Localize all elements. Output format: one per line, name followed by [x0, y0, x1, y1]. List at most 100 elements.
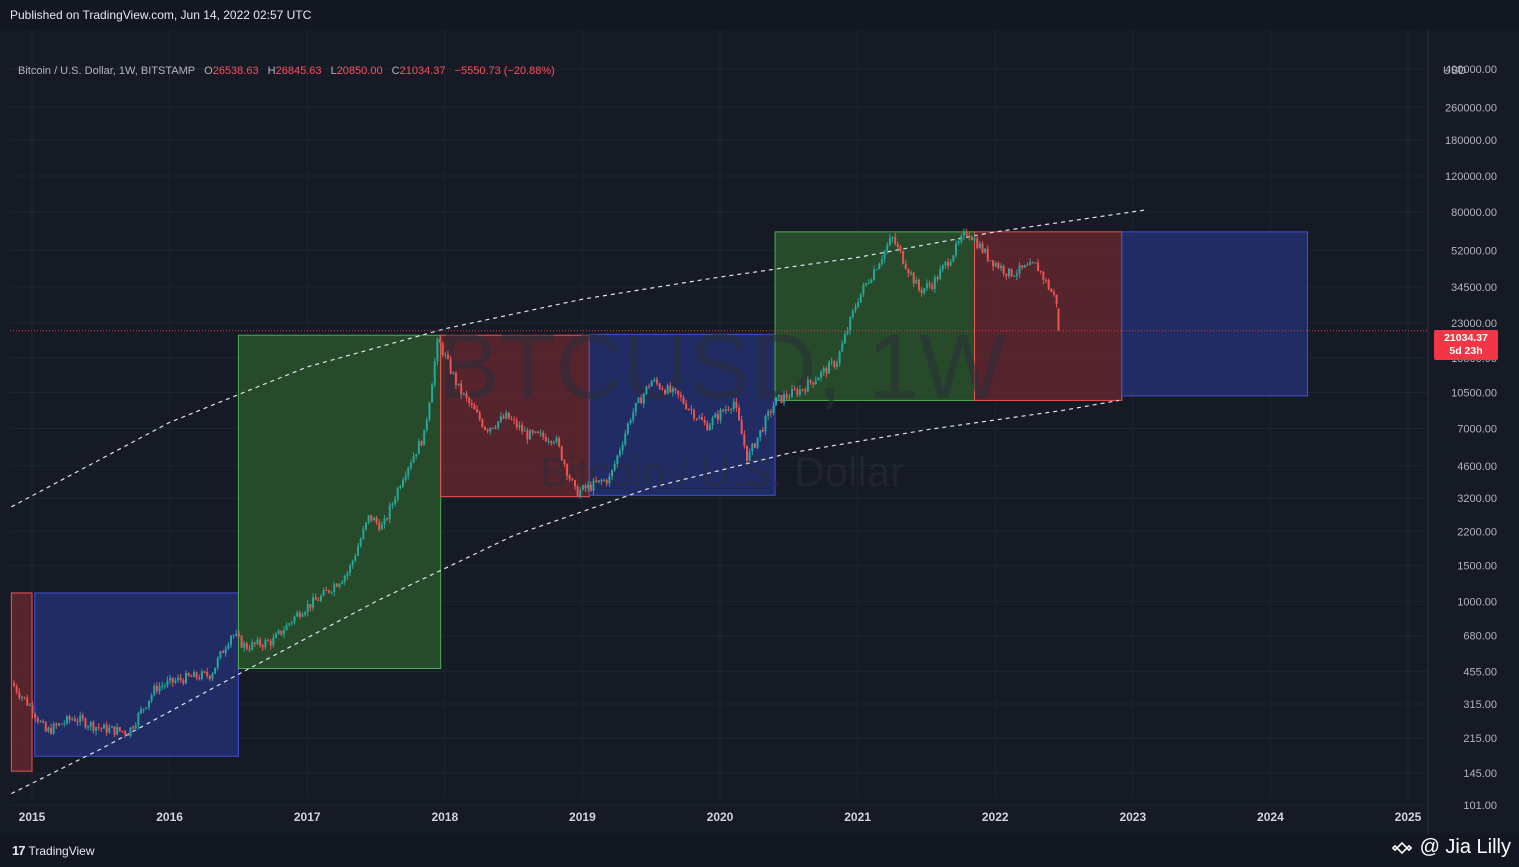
- candle-body: [865, 283, 868, 286]
- candle-body: [338, 583, 341, 587]
- candle-body: [124, 731, 127, 735]
- x-tick-label: 2021: [844, 810, 871, 824]
- candle-body: [883, 250, 886, 259]
- candle-body: [656, 379, 659, 384]
- candle-body: [166, 680, 169, 686]
- candle-body: [60, 723, 63, 725]
- candle-body: [28, 705, 31, 707]
- candle-body: [896, 244, 899, 247]
- candle-body: [597, 480, 600, 483]
- candle-body: [888, 237, 891, 246]
- y-tick-label: 315.00: [1463, 699, 1497, 711]
- currency-label[interactable]: USD: [1443, 65, 1467, 77]
- candle-body: [216, 658, 219, 668]
- candle-body: [399, 486, 402, 489]
- candle-body: [981, 243, 984, 253]
- candle-body: [171, 677, 174, 683]
- x-tick-label: 2018: [431, 810, 458, 824]
- open-value: 26538.63: [212, 65, 259, 77]
- candle-body: [407, 467, 410, 476]
- tradingview-logo[interactable]: 17 TradingView: [12, 843, 95, 858]
- candle-body: [878, 263, 881, 270]
- candle-body: [439, 338, 442, 343]
- candle-body: [102, 724, 105, 729]
- y-tick-label: 1500.00: [1457, 560, 1497, 572]
- candle-body: [55, 723, 58, 726]
- candle-body: [304, 612, 307, 615]
- cycle-box-accumulation: [588, 333, 776, 496]
- candle-body: [992, 260, 995, 267]
- candle-body: [237, 633, 240, 636]
- candle-body: [478, 412, 481, 420]
- candle-body: [753, 443, 756, 448]
- y-tick-label: 145.00: [1463, 768, 1497, 780]
- candle-body: [674, 388, 677, 391]
- candle-body: [902, 251, 905, 264]
- candle-body: [920, 289, 923, 293]
- y-tick-label: 455.00: [1463, 666, 1497, 678]
- candle-body: [624, 433, 627, 445]
- candle-body: [761, 429, 764, 432]
- candle-body: [42, 721, 45, 723]
- candle-body: [618, 450, 621, 456]
- candle-body: [970, 236, 973, 241]
- candle-body: [947, 261, 950, 266]
- candle-body: [547, 441, 550, 443]
- published-note: Published on TradingView.com, Jun 14, 20…: [10, 8, 312, 22]
- chart-area[interactable]: BTCUSD, 1W Bitcoin / U.S. Dollar 400000.…: [0, 30, 1519, 834]
- cycle-box-bull: [774, 231, 976, 401]
- candle-body: [79, 715, 82, 722]
- candle-body: [245, 643, 248, 649]
- candle-body: [198, 677, 201, 679]
- candle-body: [394, 499, 397, 504]
- candle-body: [552, 441, 555, 443]
- cycle-box-accumulation: [34, 592, 239, 757]
- candle-body: [531, 430, 534, 433]
- candle-body: [629, 420, 632, 424]
- candle-body: [925, 283, 928, 289]
- candle-body: [1021, 265, 1024, 268]
- candle-body: [801, 389, 804, 391]
- candle-body: [904, 263, 907, 270]
- candle-body: [23, 696, 26, 698]
- candle-body: [745, 445, 748, 461]
- tradingview-brand: TradingView: [28, 843, 95, 858]
- candle-body: [828, 362, 831, 374]
- watermark-ticker: BTCUSD, 1W: [438, 316, 1006, 418]
- candle-body: [182, 679, 185, 684]
- candle-body: [121, 730, 124, 732]
- candle-body: [388, 505, 391, 520]
- tradingview-logo-icon: 17: [12, 843, 26, 858]
- candle-body: [812, 382, 815, 385]
- candle-body: [653, 379, 656, 382]
- candle-body: [1029, 262, 1032, 266]
- candle-body: [76, 721, 79, 723]
- candle-body: [1005, 273, 1008, 277]
- watermark-name: Bitcoin / U.S. Dollar: [540, 448, 904, 495]
- candle-body: [52, 723, 55, 734]
- candle-body: [95, 727, 98, 731]
- candle-body: [105, 724, 108, 733]
- candle-body: [118, 727, 121, 731]
- binance-icon: [1391, 841, 1412, 854]
- candle-body: [581, 485, 584, 490]
- candle-body: [460, 383, 463, 395]
- price-series: [13, 228, 1060, 739]
- candle-body: [708, 425, 711, 431]
- candle-body: [343, 575, 346, 582]
- candle-body: [100, 727, 103, 729]
- candle-body: [939, 269, 942, 280]
- candle-body: [1018, 265, 1021, 274]
- candle-body: [195, 672, 198, 678]
- candle-body: [502, 416, 505, 419]
- current-price-value: 21034.37: [1444, 332, 1488, 344]
- candle-body: [701, 417, 704, 420]
- y-tick-label: 34500.00: [1451, 282, 1497, 294]
- candle-body: [941, 265, 944, 270]
- candle-body: [849, 317, 852, 331]
- price-chart[interactable]: BTCUSD, 1W Bitcoin / U.S. Dollar 400000.…: [0, 30, 1519, 834]
- candle-body: [1031, 262, 1034, 264]
- trend-line-lower: [11, 399, 1120, 795]
- candle-body: [1023, 265, 1026, 268]
- candle-body: [510, 418, 513, 420]
